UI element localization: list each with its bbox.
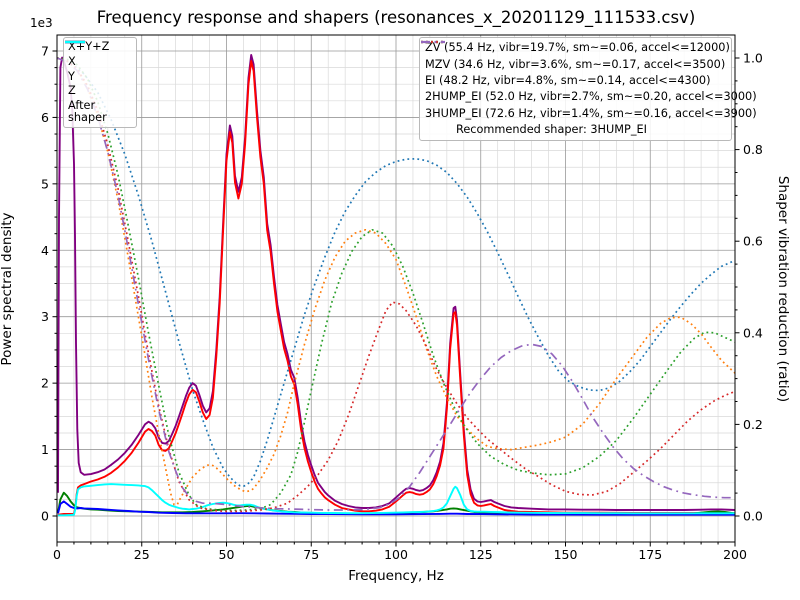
legend-label: After shaper [68, 98, 107, 124]
y-tick-label-right: 0.8 [743, 142, 763, 157]
x-tick-label: 100 [384, 547, 408, 562]
x-axis-label: Frequency, Hz [348, 568, 444, 584]
legend-label: 2HUMP_EI (52.0 Hz, vibr=2.7%, sm~=0.20, … [425, 90, 757, 104]
legend-swatch [421, 40, 445, 44]
legend-item-3hump-ei: 3HUMP_EI (72.6 Hz, vibr=1.4%, sm~=0.16, … [421, 40, 757, 120]
curve-z [57, 500, 735, 516]
curve-ei [57, 57, 735, 512]
legend-item-after-shaper: After shaper [65, 40, 132, 124]
curve-mzv [57, 57, 735, 506]
tick-labels: 0 25 50 75 100 125 150 175 200 0 1 2 3 4 5 6 7 0.0 0.2 0.4 0… [41, 43, 763, 562]
curve-x-y-z [57, 54, 735, 511]
y-tick-label-left: 0 [41, 509, 49, 524]
curve-zv [57, 57, 735, 488]
legend-shapers: ZV (55.4 Hz, vibr=19.7%, sm~=0.06, accel… [419, 37, 757, 141]
legend-item-mzv: MZV (34.6 Hz, vibr=3.6%, sm~=0.17, accel… [421, 40, 726, 71]
legend-label: Y [68, 69, 75, 83]
legend-label: Z [68, 84, 76, 98]
y-tick-label-right: 1.0 [743, 51, 763, 66]
axis-offset-text: 1e3 [30, 16, 53, 30]
curve-x [57, 60, 735, 516]
legend-item-y: Y [65, 40, 132, 83]
y-axis-label-right: Shaper vibration reduction (ratio) [775, 175, 791, 403]
legend-item-ei: EI (48.2 Hz, vibr=4.8%, sm~=0.14, accel<… [421, 40, 726, 87]
y-tick-label-right: 0.4 [743, 325, 763, 340]
legend-swatch [65, 40, 85, 44]
x-tick-label: 125 [469, 547, 493, 562]
legend-label: X [68, 55, 76, 68]
x-tick-label: 25 [134, 547, 150, 562]
y-tick-label-left: 4 [41, 243, 49, 258]
y-axis-label-left: Power spectral density [0, 212, 15, 366]
x-tick-label: 75 [303, 547, 319, 562]
legend-item-x: X [65, 40, 132, 68]
x-tick-label: 50 [219, 547, 235, 562]
y-tick-label-right: 0.6 [743, 234, 763, 249]
x-tick-label: 175 [638, 547, 662, 562]
legend-psd: X+Y+Z X Y Z After shaper [63, 37, 137, 128]
curve-3hump-ei [57, 57, 735, 511]
legend-label: EI (48.2 Hz, vibr=4.8%, sm~=0.14, accel<… [425, 73, 711, 87]
ticks [52, 50, 740, 547]
legend-item-2hump-ei: 2HUMP_EI (52.0 Hz, vibr=2.7%, sm~=0.20, … [421, 40, 757, 103]
legend-label: 3HUMP_EI (72.6 Hz, vibr=1.4%, sm~=0.16, … [425, 106, 757, 120]
curves [57, 54, 735, 517]
legend-label: MZV (34.6 Hz, vibr=3.6%, sm~=0.17, accel… [425, 57, 726, 71]
y-tick-label-left: 3 [41, 309, 49, 324]
y-tick-label-left: 6 [41, 110, 49, 125]
x-tick-label: 0 [53, 547, 61, 562]
legend-item-z: Z [65, 40, 132, 98]
legend-label: X+Y+Z [68, 40, 110, 54]
y-tick-label-right: 0.2 [743, 417, 763, 432]
y-tick-label-right: 0.0 [743, 509, 763, 524]
chart-title: Frequency response and shapers (resonanc… [96, 8, 696, 27]
y-tick-label-left: 5 [41, 176, 49, 191]
y-tick-label-left: 2 [41, 376, 49, 391]
legend-item-zv: ZV (55.4 Hz, vibr=19.7%, sm~=0.06, accel… [421, 40, 730, 54]
y-tick-label-left: 7 [41, 43, 49, 58]
y-tick-label-left: 1 [41, 442, 49, 457]
x-tick-label: 150 [554, 547, 578, 562]
curve-after-shaper [58, 483, 735, 517]
legend-label: ZV (55.4 Hz, vibr=19.7%, sm~=0.06, accel… [425, 41, 730, 55]
recommended-shaper-text: Recommended shaper: 3HUMP_EI [456, 122, 647, 136]
x-tick-label: 200 [723, 547, 747, 562]
